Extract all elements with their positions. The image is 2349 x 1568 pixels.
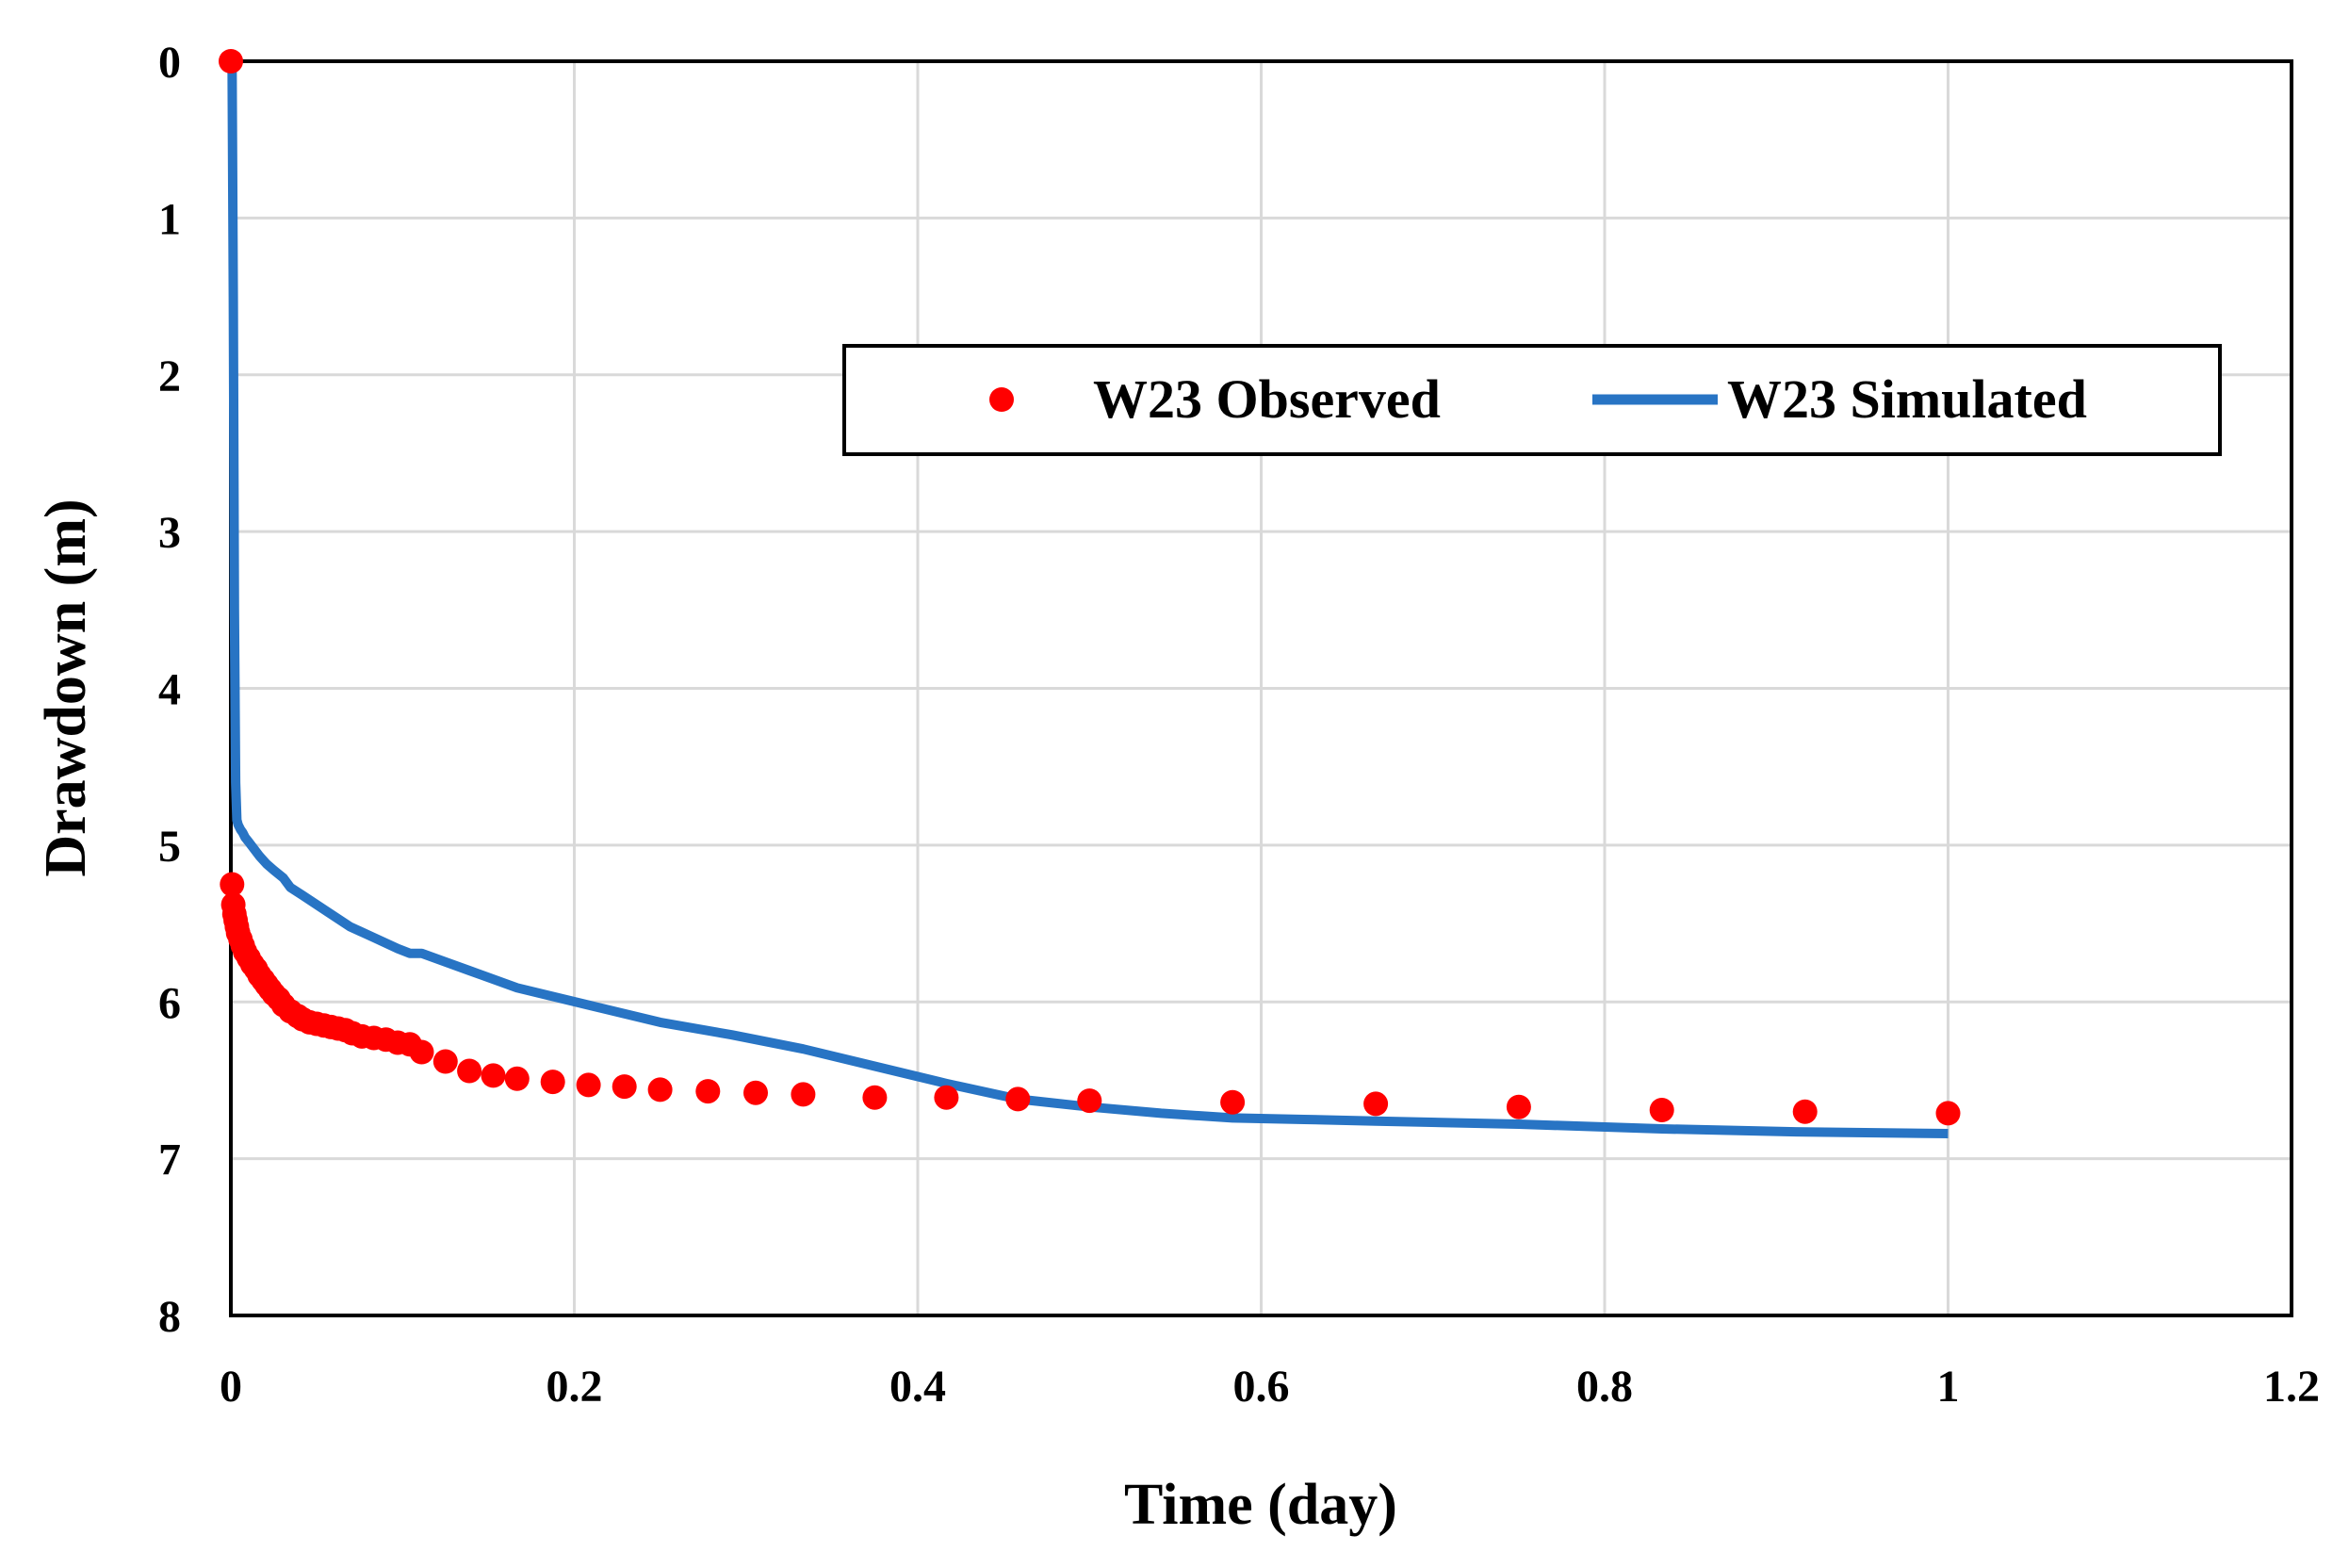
observed-point <box>934 1085 959 1110</box>
y-tick-label: 2 <box>158 351 181 401</box>
observed-point <box>612 1074 637 1100</box>
legend-simulated-label: W23 Simulated <box>1727 368 2087 430</box>
observed-point <box>695 1079 721 1104</box>
y-tick-label: 4 <box>158 665 181 715</box>
y-tick-label: 7 <box>158 1135 181 1185</box>
observed-point <box>481 1063 506 1088</box>
observed-point <box>1506 1094 1531 1119</box>
x-tick-label: 1.2 <box>2263 1362 2320 1412</box>
observed-point <box>220 872 245 897</box>
observed-point <box>504 1066 530 1091</box>
observed-point <box>743 1080 768 1105</box>
x-tick-label: 0.2 <box>546 1362 603 1412</box>
x-tick-label: 0.6 <box>1233 1362 1290 1412</box>
observed-point <box>791 1082 816 1107</box>
y-tick-label: 0 <box>158 38 181 88</box>
legend-observed-marker <box>989 387 1014 412</box>
observed-point <box>540 1070 565 1095</box>
y-tick-label: 8 <box>158 1292 181 1342</box>
observed-point <box>1649 1098 1674 1122</box>
x-tick-label: 0 <box>220 1362 242 1412</box>
observed-point <box>1220 1089 1246 1115</box>
x-tick-label: 0.8 <box>1576 1362 1633 1412</box>
y-tick-label: 5 <box>158 822 181 872</box>
observed-point <box>1005 1086 1031 1112</box>
y-tick-label: 6 <box>158 978 181 1028</box>
observed-point <box>647 1077 673 1102</box>
x-tick-label: 0.4 <box>889 1362 946 1412</box>
observed-point <box>862 1085 888 1110</box>
y-tick-label: 3 <box>158 508 181 558</box>
y-tick-label: 1 <box>158 194 181 244</box>
y-axis-ticks: 0 1 2 3 4 5 6 7 8 <box>158 38 181 1342</box>
observed-point <box>1363 1091 1389 1117</box>
observed-point <box>457 1058 482 1084</box>
observed-point <box>1077 1088 1102 1114</box>
observed-point <box>576 1072 601 1098</box>
x-axis-title: Time (day) <box>1124 1473 1397 1537</box>
observed-point <box>409 1039 434 1065</box>
legend-observed-label: W23 Observed <box>1093 368 1441 430</box>
observed-point <box>1935 1101 1961 1126</box>
x-axis-ticks: 0 0.2 0.4 0.6 0.8 1 1.2 <box>220 1362 2320 1412</box>
legend-box <box>842 344 2222 456</box>
observed-point <box>432 1049 458 1074</box>
gridlines <box>231 61 2292 1315</box>
observed-point <box>219 49 243 74</box>
y-axis-title: Drawdown (m) <box>34 498 98 876</box>
simulated-series-line <box>227 60 1949 1138</box>
legend: W23 Observed W23 Simulated <box>842 344 2222 456</box>
data-series <box>219 49 1961 1138</box>
observed-point <box>1792 1099 1818 1124</box>
x-tick-label: 1 <box>1937 1362 1960 1412</box>
